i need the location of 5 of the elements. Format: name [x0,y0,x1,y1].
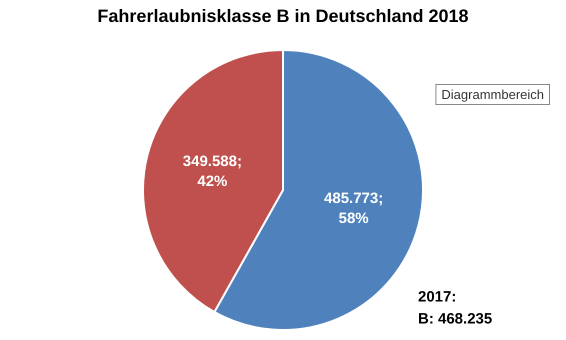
chart-title: Fahrerlaubnisklasse B in Deutschland 2018 [97,6,469,26]
text: 2017: B: 468.235 [418,288,492,328]
data-label: 485.773; 58% [324,190,384,227]
text: Diagrammbereich [441,87,544,102]
data-label: 349.588; 42% [182,153,242,190]
